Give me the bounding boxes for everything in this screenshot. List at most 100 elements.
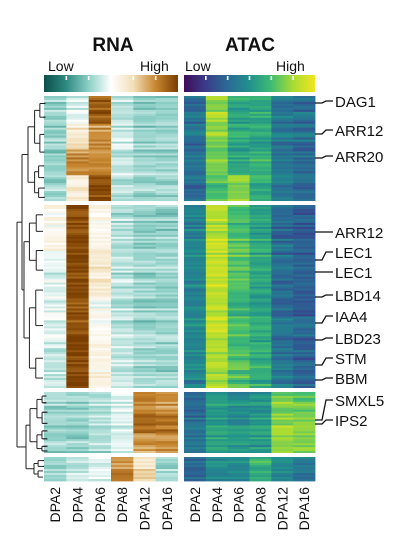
rna-cell [111,97,134,101]
rna-cell [155,175,179,178]
rna-cell [44,242,67,246]
atac-cell [271,268,294,272]
atac-cell [205,354,229,357]
rna-cell [111,336,134,339]
rna-cell [44,258,67,262]
atac-cell [271,415,294,418]
atac-title: ATAC [225,35,275,56]
atac-cell [249,171,272,174]
atac-cell [205,119,229,123]
atac-cell [205,282,229,285]
atac-cell [271,358,294,361]
atac-cell [184,189,207,192]
rna-cell [155,374,179,377]
atac-scale-high-label: High [276,58,305,74]
atac-cell [271,312,294,315]
rna-cell [66,336,90,339]
atac-cell [227,304,250,307]
rna-cell [66,431,90,434]
rna-cell [88,179,112,182]
atac-cell [205,216,229,220]
rna-cell [88,177,112,180]
atac-cell [205,264,229,268]
atac-cell [271,224,294,228]
atac-cell [293,461,316,464]
rna-cell [44,439,67,442]
rna-cell [155,397,179,401]
rna-cell [66,226,90,230]
rna-cell [133,236,157,240]
rna-cell [66,155,90,158]
atac-cell [184,393,207,397]
atac-cell [293,183,316,186]
rna-cell [133,403,157,407]
column-label: DPA2 [47,487,63,523]
rna-cell [155,163,179,166]
rna-cell [66,113,90,117]
rna-cell [88,407,112,411]
atac-cell [227,413,250,417]
rna-cell [111,240,134,244]
rna-cell [88,135,112,138]
rna-cell [88,332,112,335]
atac-cell [227,399,250,403]
rna-cell [88,296,112,299]
atac-cell [249,397,272,401]
rna-cell [66,364,90,367]
rna-cell [66,465,90,468]
gene-leader-line [315,129,333,135]
atac-cell [249,270,272,274]
atac-cell [271,399,294,403]
atac-cell [184,96,207,99]
rna-cell [155,475,179,478]
atac-cell [271,348,294,351]
atac-cell [293,322,316,325]
rna-cell [88,226,112,230]
rna-cell [111,360,134,363]
rna-cell [111,368,134,371]
rna-cell [66,252,90,256]
rna-cell [88,292,112,295]
atac-cell [249,232,272,236]
atac-cell [184,449,207,452]
rna-cell [44,105,67,109]
atac-cell [249,384,272,387]
rna-cell [133,441,157,444]
atac-cell [205,107,229,111]
rna-cell [111,449,134,452]
rna-heatmap [44,96,179,482]
rna-cell [155,276,179,279]
atac-cell [249,332,272,335]
rna-cell [44,290,67,293]
atac-cell [249,210,272,214]
atac-cell [227,280,250,283]
rna-cell [111,157,134,160]
atac-cell [184,107,207,111]
rna-cell [155,105,179,109]
rna-cell [155,220,179,224]
rna-cell [44,443,67,446]
rna-cell [88,214,112,218]
rna-cell [44,413,67,417]
rna-cell [133,272,157,276]
atac-cell [293,284,316,287]
gene-label: IPS2 [335,413,368,430]
rna-cell [155,197,179,200]
atac-cell [184,171,207,174]
atac-cell [249,157,272,160]
rna-cell [133,250,157,254]
atac-cell [227,206,250,210]
rna-cell [66,171,90,174]
rna-cell [66,266,90,270]
rna-cell [133,262,157,266]
atac-cell [249,374,272,377]
atac-cell [271,272,294,276]
rna-cell [44,222,67,226]
atac-cell [249,240,272,244]
rna-cell [66,105,90,109]
rna-cell [66,169,90,172]
atac-cell [184,441,207,444]
atac-cell [293,145,316,148]
atac-cell [293,187,316,190]
atac-cell [293,199,316,202]
